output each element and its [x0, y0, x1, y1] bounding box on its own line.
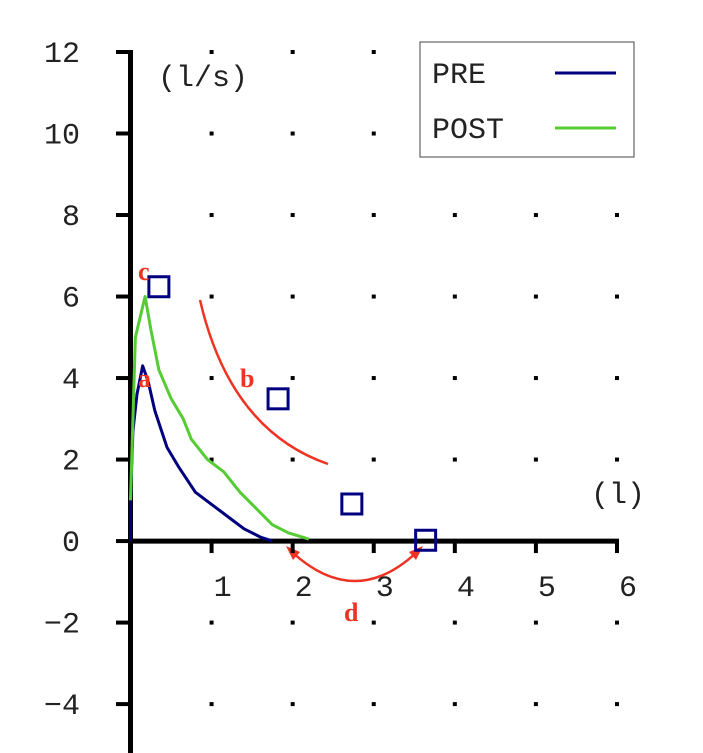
grid-dot — [290, 131, 295, 136]
y-tick-label: 10 — [44, 120, 80, 154]
grid-dot — [371, 50, 376, 54]
grid-dot — [615, 702, 619, 707]
predicted-marker — [340, 492, 364, 516]
grid-dot — [290, 702, 295, 707]
grid-dot — [290, 294, 295, 299]
grid-dot — [533, 213, 538, 218]
x-tick-label: 4 — [457, 572, 475, 606]
grid-dot — [452, 457, 457, 462]
annotation: b — [240, 364, 254, 393]
legend: PRE POST — [419, 41, 635, 158]
grid-dot — [533, 376, 538, 381]
grid-dot — [290, 213, 295, 218]
grid-dot — [209, 131, 214, 136]
x-tick-label: 1 — [214, 572, 232, 606]
predicted-marker — [266, 387, 290, 411]
grid-dot — [209, 457, 214, 462]
grid-dot — [371, 213, 376, 218]
predicted-marker — [147, 275, 171, 299]
y-tick-label: 12 — [44, 38, 80, 72]
y-tick-label: −2 — [44, 609, 80, 643]
grid-dot — [209, 213, 214, 218]
grid-dot — [290, 50, 295, 54]
annotation-curve — [198, 299, 329, 466]
grid-dot — [533, 457, 538, 462]
annotation: a — [138, 364, 151, 393]
x-tick-label: 3 — [376, 572, 394, 606]
series-line — [129, 295, 310, 541]
grid-dot — [371, 702, 376, 707]
grid-dot — [452, 213, 457, 218]
grid-dot — [371, 376, 376, 381]
grid-dot — [452, 294, 457, 299]
legend-label: PRE — [432, 59, 486, 93]
grid-dot — [371, 131, 376, 136]
grid-dot — [615, 620, 619, 625]
y-tick-label: 0 — [62, 527, 80, 561]
grid-dot — [209, 376, 214, 381]
y-tick-label: 6 — [62, 283, 80, 317]
grid-dot — [533, 702, 538, 707]
y-tick-label: 8 — [62, 201, 80, 235]
x-tick-label: 6 — [619, 572, 637, 606]
legend-box — [419, 41, 635, 158]
grid-dot — [290, 376, 295, 381]
grid-dot — [371, 294, 376, 299]
annotation: d — [344, 598, 359, 627]
y-tick-label: 2 — [62, 446, 80, 480]
grid-dot — [615, 457, 619, 462]
grid-dot — [452, 702, 457, 707]
annotation: c — [138, 257, 150, 286]
grid-dot — [533, 294, 538, 299]
predicted-marker — [414, 528, 438, 552]
grid-dot — [371, 457, 376, 462]
grid-dot — [533, 620, 538, 625]
x-tick-label: 5 — [538, 572, 556, 606]
grid-dot — [209, 294, 214, 299]
grid-dot — [209, 50, 214, 54]
grid-dot — [290, 457, 295, 462]
grid-dot — [290, 620, 295, 625]
x-tick-label: 2 — [295, 572, 313, 606]
annotation-arrow — [291, 551, 418, 583]
grid-dot — [371, 620, 376, 625]
y-tick-label: 4 — [62, 364, 80, 398]
grid-dot — [615, 376, 619, 381]
y-tick-label: −4 — [44, 690, 80, 724]
y-axis-label: (l/s) — [158, 62, 248, 96]
grid-dot — [615, 213, 619, 218]
grid-dot — [452, 376, 457, 381]
grid-dot — [452, 620, 457, 625]
legend-label: POST — [432, 114, 504, 148]
grid-dot — [209, 620, 214, 625]
x-axis-label: (l) — [591, 479, 645, 513]
grid-dot — [209, 702, 214, 707]
grid-dot — [615, 294, 619, 299]
